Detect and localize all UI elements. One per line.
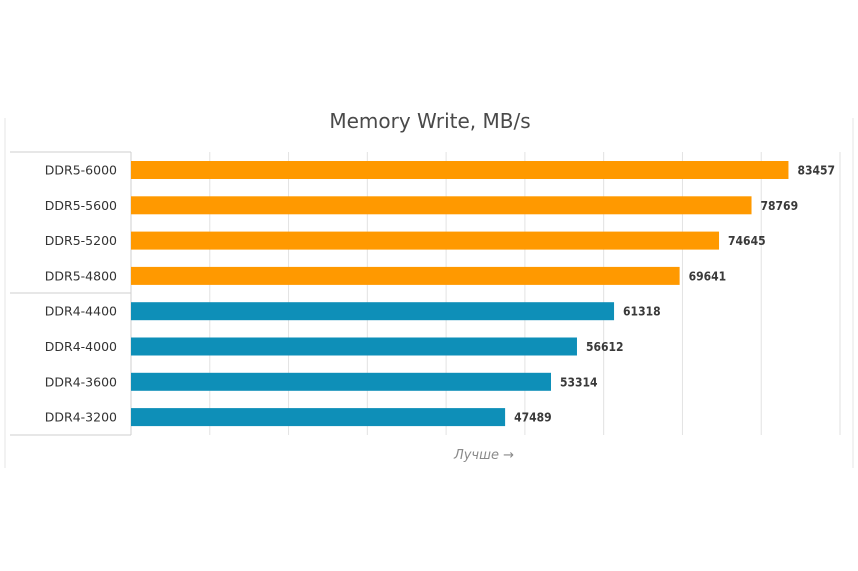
bars bbox=[131, 161, 789, 427]
category-label: DDR5-6000 bbox=[45, 163, 117, 178]
x-axis-label: Лучше → bbox=[453, 448, 514, 463]
category-label: DDR5-5200 bbox=[45, 233, 117, 248]
gridlines bbox=[209, 152, 841, 435]
data-label: 74645 bbox=[728, 234, 766, 248]
bar bbox=[131, 408, 506, 427]
bar bbox=[131, 372, 551, 391]
bar bbox=[131, 266, 680, 285]
value-labels: 83457 78769 74645 69641 61318 56612 53314 47489 bbox=[514, 164, 835, 425]
data-label: 56612 bbox=[586, 340, 624, 354]
bar bbox=[131, 196, 752, 215]
bar bbox=[131, 161, 789, 179]
category-label: DDR4-4400 bbox=[45, 304, 117, 319]
chart-title: Memory Write, MB/s bbox=[329, 109, 530, 133]
category-label: DDR5-4800 bbox=[45, 268, 117, 283]
category-label: DDR4-3600 bbox=[45, 374, 117, 389]
category-label: DDR5-5600 bbox=[45, 198, 117, 213]
category-labels: DDR5-6000 DDR5-5600 DDR5-5200 DDR5-4800 DDR4… bbox=[45, 163, 117, 425]
category-label: DDR4-4000 bbox=[45, 339, 117, 354]
category-label: DDR4-3200 bbox=[45, 410, 117, 425]
data-label: 61318 bbox=[623, 305, 661, 319]
data-label: 78769 bbox=[761, 199, 799, 213]
data-label: 53314 bbox=[560, 375, 598, 389]
data-label: 83457 bbox=[797, 164, 835, 178]
bar bbox=[131, 231, 720, 250]
bar bbox=[131, 302, 615, 321]
data-label: 47489 bbox=[514, 411, 552, 425]
bar bbox=[131, 337, 577, 356]
data-label: 69641 bbox=[689, 269, 727, 283]
